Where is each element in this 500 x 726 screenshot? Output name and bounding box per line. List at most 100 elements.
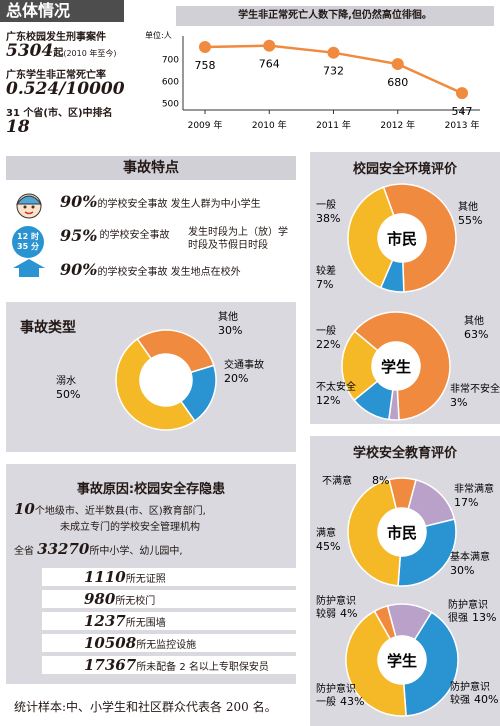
edu-eval-title: 学校安全教育评价 xyxy=(352,446,457,461)
cause-num-3: 1237 xyxy=(84,612,126,630)
slice-label-1: 交通事故 xyxy=(224,358,264,371)
cases-label: 广东校园发生刑事案件 xyxy=(6,32,106,43)
donut-center-label: 市民 xyxy=(387,524,417,542)
slice-value-2: 50% xyxy=(56,388,80,401)
causes-line1-num: 10 xyxy=(14,500,35,518)
slice-label-1-1: 较强 xyxy=(450,693,470,706)
slice-value-2: 45% xyxy=(316,540,340,553)
cause-num-2: 980 xyxy=(84,590,116,608)
donut-center-label: 学生 xyxy=(381,358,411,376)
donut-center-label: 学生 xyxy=(387,652,417,670)
accident-types-title: 事故类型 xyxy=(20,320,76,336)
accident-desc-3: 发生地点在校外 xyxy=(170,267,241,278)
overview-title: 总体情况 xyxy=(0,0,124,22)
slice-value-0: 13% xyxy=(472,611,496,624)
slice-label-1: 较差 xyxy=(316,264,336,277)
cases-value: 5304 xyxy=(6,41,54,61)
donut-hole xyxy=(372,342,420,390)
data-label-0: 758 xyxy=(195,59,216,72)
donut-hole xyxy=(140,354,192,406)
slice-label-2: 溺水 xyxy=(56,375,76,387)
accident-label-3: 的学校安全事故 xyxy=(97,267,168,278)
slice-label-0-1: 很强 xyxy=(448,611,468,624)
causes-line3-num: 33270 xyxy=(37,540,90,558)
clock-text-2: 35 分 xyxy=(17,242,39,251)
slice-label-2: 不太安全 xyxy=(316,380,356,393)
slice-label-2-1: 一般 xyxy=(316,695,336,708)
slice-label-0: 非常满意 xyxy=(454,482,494,495)
rate-value: 0.524/10000 xyxy=(6,79,125,99)
cause-text-3: 所无围墙 xyxy=(125,618,166,629)
overview-panel xyxy=(0,0,125,142)
accident-item-3: 90%的学校安全事故 发生地点在校外 xyxy=(60,260,296,279)
slice-label-0: 其他 xyxy=(458,200,478,213)
cause-text-4: 所无监控设施 xyxy=(136,640,197,651)
cases-figure: 5304起(2010 年至今) xyxy=(6,41,116,61)
slice-label-2: 防护意识 xyxy=(316,682,356,695)
slice-label-1: 基本满意 xyxy=(450,550,490,563)
slice-value-1: 40% xyxy=(474,693,498,706)
causes-line-3: 全省 33270所中小学、幼儿园中, xyxy=(14,540,183,558)
cause-item-3: 1237所无围墙 xyxy=(42,612,298,630)
x-tick-label-0: 2009 年 xyxy=(188,119,223,131)
data-point-0 xyxy=(199,41,211,53)
rate-label: 广东学生非正常死亡率 xyxy=(6,70,106,81)
causes-title: 事故原因:校园安全存隐患 xyxy=(76,482,226,497)
slice-label-0: 其他 xyxy=(218,310,238,323)
donut-hole xyxy=(378,508,426,556)
cause-text-5: 所未配备 2 名以上专职保安员 xyxy=(136,662,269,673)
causes-line-1: 10个地级市、近半数县(市、区)教育部门, xyxy=(14,500,206,518)
x-tick-label-3: 2012 年 xyxy=(380,119,415,131)
accident-pct-3: 90% xyxy=(60,260,98,279)
house-arrow-icon xyxy=(12,258,46,278)
slice-label-0: 其他 xyxy=(464,314,484,327)
y-tick-label-0: 500 xyxy=(162,99,179,109)
data-point-1 xyxy=(263,39,276,52)
slice-label-2: 满意 xyxy=(316,526,336,539)
causes-line-2: 未成立专门的学校安全管理机构 xyxy=(60,522,200,533)
accident-item-2: 95% 的学校安全事故 发生时段为上（放）学时段及节假日时段 xyxy=(60,226,296,252)
slice-value-3: 4% xyxy=(340,607,357,620)
cause-item-5: 17367所未配备 2 名以上专职保安员 xyxy=(42,656,298,674)
slice-value-0: 55% xyxy=(458,214,482,227)
y-tick-label-1: 600 xyxy=(162,78,179,88)
line-chart: 单位:人 500 600 700 758 2009 年 764 2010 年 732 2011 年… xyxy=(145,30,480,131)
donut-center-label: 市民 xyxy=(387,230,417,248)
slice-value-0: 63% xyxy=(464,328,488,341)
cause-num-1: 1110 xyxy=(84,568,126,586)
accident-features-title: 事故特点 xyxy=(6,156,296,180)
slice-value-2: 43% xyxy=(340,695,364,708)
accident-label-1: 的学校安全事故 xyxy=(97,199,168,210)
slice-value-0: 30% xyxy=(218,324,242,337)
data-point-4 xyxy=(456,87,468,100)
causes-line3-prefix: 全省 xyxy=(14,546,34,557)
slice-label-1: 非常不安全 xyxy=(450,382,500,395)
data-label-1: 764 xyxy=(259,58,280,71)
cause-item-2: 980所无校门 xyxy=(42,590,298,608)
accident-desc-2: 发生时段为上（放）学时段及节假日时段 xyxy=(188,227,288,251)
slice-label-1: 防护意识 xyxy=(450,680,490,693)
slice-value-1: 30% xyxy=(450,564,474,577)
cause-num-4: 10508 xyxy=(84,634,137,652)
cause-text-2: 所无校门 xyxy=(115,596,156,607)
line-chart-title: 学生非正常死亡人数下降,但仍然高位徘徊。 xyxy=(176,6,494,26)
y-tick-label-2: 700 xyxy=(162,56,179,66)
cause-item-4: 10508所无监控设施 xyxy=(42,634,298,652)
slice-label-3: 不满意 xyxy=(322,474,352,487)
clock-icon: 12 时 35 分 xyxy=(12,226,44,258)
slice-label-0: 防护意识 xyxy=(448,598,488,611)
footnote: 统计样本:中、小学生和社区群众代表各 200 名。 xyxy=(14,700,277,714)
cause-item-1: 1110所无证照 xyxy=(42,568,298,586)
data-point-3 xyxy=(391,58,404,71)
cases-unit: 起 xyxy=(53,48,64,59)
slice-value-0: 17% xyxy=(454,496,478,509)
slice-label-3: 防护意识 xyxy=(316,594,356,607)
rank-value: 18 xyxy=(6,117,30,137)
accident-pct-1: 90% xyxy=(60,192,98,211)
accident-desc-1: 发生人群为中小学生 xyxy=(170,199,261,210)
